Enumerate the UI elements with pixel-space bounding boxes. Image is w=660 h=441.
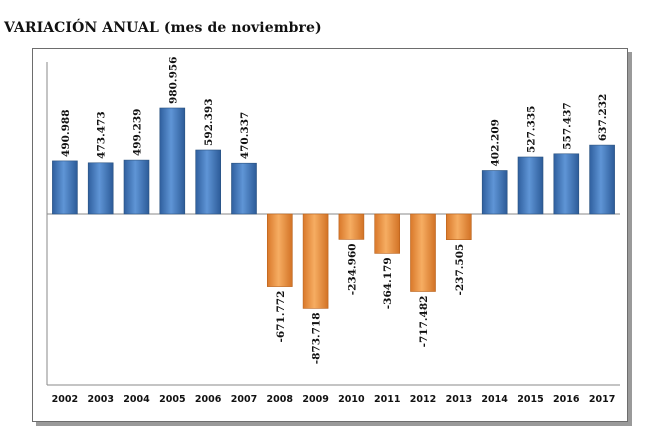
bar-2003: [87, 162, 114, 215]
x-tick-label-2011: 2011: [374, 394, 400, 405]
x-tick-label-2014: 2014: [481, 394, 508, 405]
data-label-2006: 592.393: [203, 98, 215, 146]
x-tick-label-2003: 2003: [87, 394, 113, 405]
bar-2014: [481, 170, 508, 215]
bar-2016: [553, 153, 580, 215]
x-tick-label-2005: 2005: [159, 394, 185, 405]
data-label-2007: 470.337: [239, 112, 251, 160]
bar-2004: [123, 159, 150, 215]
data-label-2002: 490.988: [60, 109, 72, 157]
x-tick-label-2007: 2007: [231, 394, 257, 405]
chart-frame: [32, 48, 628, 422]
x-tick-label-2016: 2016: [553, 394, 580, 405]
data-label-2011: -364.179: [382, 257, 394, 309]
bar-2017: [589, 144, 615, 215]
data-label-2016: 557.437: [561, 102, 573, 150]
bar-2010: [338, 213, 365, 240]
bar-2015: [517, 156, 544, 215]
x-tick-label-2010: 2010: [338, 394, 365, 405]
data-label-2003: 473.473: [96, 111, 108, 159]
bar-2011: [374, 213, 401, 254]
x-tick-label-2017: 2017: [589, 394, 615, 405]
x-tick-label-2004: 2004: [123, 394, 150, 405]
data-label-2012: -717.482: [418, 296, 430, 348]
data-label-2004: 499.239: [132, 109, 144, 157]
x-tick-label-2009: 2009: [302, 394, 328, 405]
bar-2007: [231, 162, 257, 215]
x-tick-label-2002: 2002: [52, 394, 78, 405]
x-tick-label-2012: 2012: [410, 394, 436, 405]
data-label-2008: -671.772: [275, 291, 287, 343]
x-tick-label-2013: 2013: [446, 394, 472, 405]
data-label-2015: 527.335: [525, 106, 537, 154]
data-label-2017: 637.232: [597, 94, 609, 142]
x-tick-label-2008: 2008: [267, 394, 294, 405]
x-tick-label-2006: 2006: [195, 394, 222, 405]
data-label-2005: 980.956: [167, 57, 179, 105]
data-label-2010: -234.960: [346, 243, 358, 295]
bar-2008: [266, 213, 293, 287]
bar-2012: [410, 213, 436, 292]
bar-2006: [195, 149, 221, 215]
bar-2009: [302, 213, 329, 309]
bar-2005: [159, 107, 186, 215]
data-label-2014: 402.209: [490, 119, 502, 167]
bar-2013: [445, 213, 472, 241]
chart-title: VARIACIÓN ANUAL (mes de noviembre): [4, 20, 322, 36]
data-label-2009: -873.718: [311, 312, 323, 364]
data-label-2013: -237.505: [454, 244, 466, 296]
bar-2002: [52, 160, 78, 215]
x-tick-label-2015: 2015: [517, 394, 543, 405]
